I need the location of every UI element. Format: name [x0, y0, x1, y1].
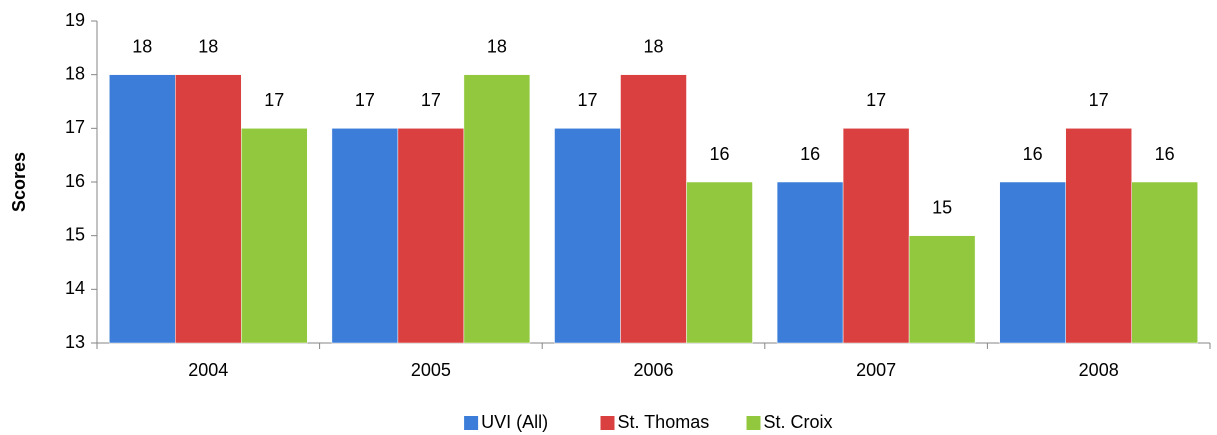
- x-tick-label: 2005: [411, 360, 451, 380]
- bar: [175, 74, 242, 344]
- x-tick-label: 2008: [1079, 360, 1119, 380]
- data-label: 15: [932, 197, 952, 217]
- data-label: 17: [577, 90, 597, 110]
- bar: [686, 181, 753, 344]
- y-tick-label: 15: [65, 224, 85, 244]
- data-label: 16: [1155, 144, 1175, 164]
- legend-swatch: [746, 416, 761, 430]
- data-label: 16: [800, 144, 820, 164]
- data-label: 17: [1089, 90, 1109, 110]
- bar: [1131, 181, 1198, 344]
- bar: [1065, 128, 1132, 344]
- data-label: 18: [643, 36, 663, 56]
- y-tick-label: 16: [65, 171, 85, 191]
- y-tick-label: 17: [65, 117, 85, 137]
- bar: [776, 181, 844, 344]
- bar: [331, 128, 399, 344]
- legend-label: St. Thomas: [618, 412, 710, 432]
- bar: [463, 74, 531, 344]
- bar: [999, 181, 1066, 344]
- data-label: 17: [355, 90, 375, 110]
- bar: [554, 128, 621, 344]
- data-label: 18: [198, 36, 218, 56]
- x-tick-label: 2006: [633, 360, 673, 380]
- x-tick-label: 2004: [188, 360, 228, 380]
- data-label: 16: [709, 144, 729, 164]
- y-tick-label: 14: [65, 278, 85, 298]
- bar: [620, 74, 687, 344]
- bar: [908, 235, 976, 344]
- x-tick-label: 2007: [856, 360, 896, 380]
- data-label: 16: [1023, 144, 1043, 164]
- bar: [842, 128, 910, 344]
- y-tick-label: 19: [65, 10, 85, 30]
- bar: [241, 128, 308, 344]
- y-tick-label: 18: [65, 63, 85, 83]
- y-tick-label: 13: [65, 332, 85, 352]
- legend-swatch: [600, 416, 615, 430]
- data-label: 17: [421, 90, 441, 110]
- bar: [397, 128, 465, 344]
- legend-swatch: [464, 416, 479, 430]
- data-label: 17: [866, 90, 886, 110]
- data-label: 17: [264, 90, 284, 110]
- data-label: 18: [132, 36, 152, 56]
- legend-label: St. Croix: [764, 412, 833, 432]
- bar: [109, 74, 176, 344]
- y-axis-label: Scores: [9, 152, 29, 212]
- legend-label: UVI (All): [481, 412, 548, 432]
- data-label: 18: [487, 36, 507, 56]
